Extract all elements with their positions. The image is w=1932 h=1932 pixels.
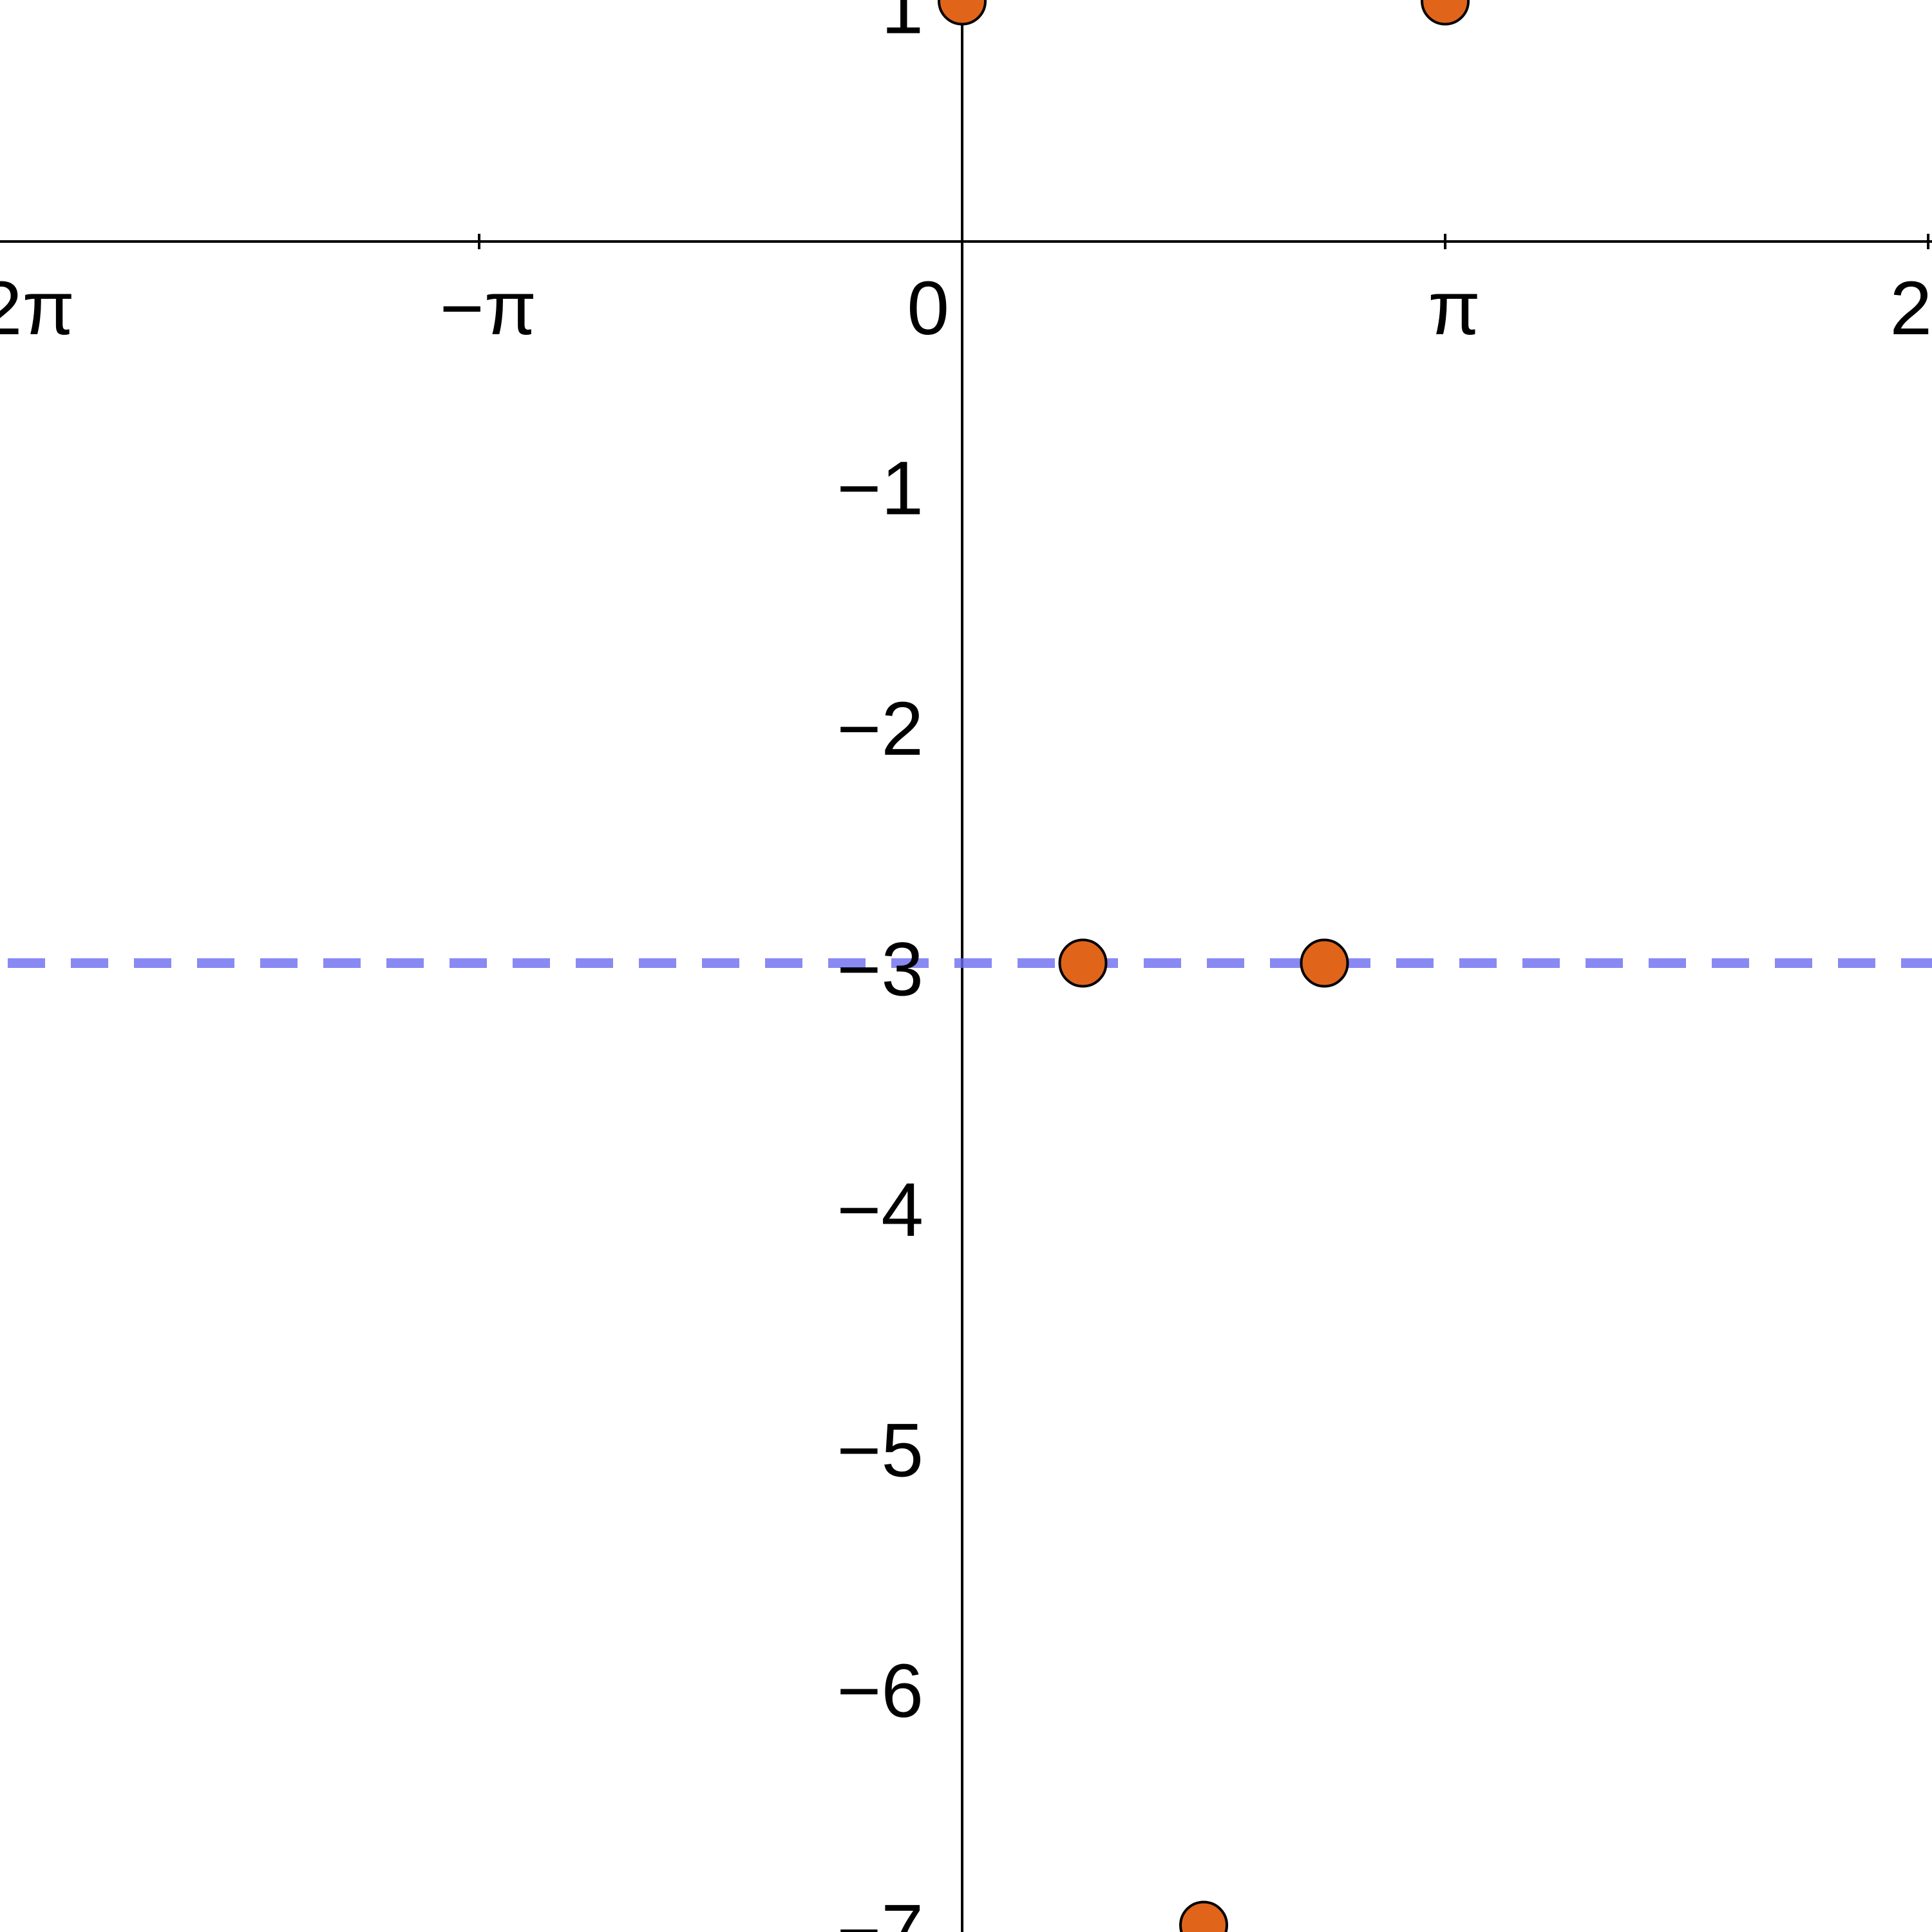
x-tick-label: π bbox=[1428, 266, 1480, 351]
y-tick-label: −6 bbox=[837, 1649, 923, 1734]
point bbox=[1179, 1900, 1229, 1932]
x-tick-label: 2π bbox=[1890, 266, 1932, 351]
x-tick-label: −π bbox=[440, 266, 536, 351]
x-tick-label: −2π bbox=[0, 266, 75, 351]
y-tick-label: −2 bbox=[837, 687, 923, 772]
y-tick-label: −3 bbox=[837, 927, 923, 1012]
y-tick-label: −1 bbox=[837, 446, 923, 531]
point bbox=[1421, 0, 1470, 26]
point bbox=[1058, 938, 1108, 988]
marks bbox=[8, 0, 1932, 1932]
y-tick-label: −4 bbox=[837, 1168, 923, 1253]
y-tick-label: 1 bbox=[881, 0, 923, 50]
point bbox=[938, 0, 987, 26]
x-tick-label: 0 bbox=[907, 266, 949, 351]
y-tick-label: −7 bbox=[837, 1889, 923, 1932]
point bbox=[1300, 938, 1349, 988]
y-tick-label: −5 bbox=[837, 1408, 923, 1493]
